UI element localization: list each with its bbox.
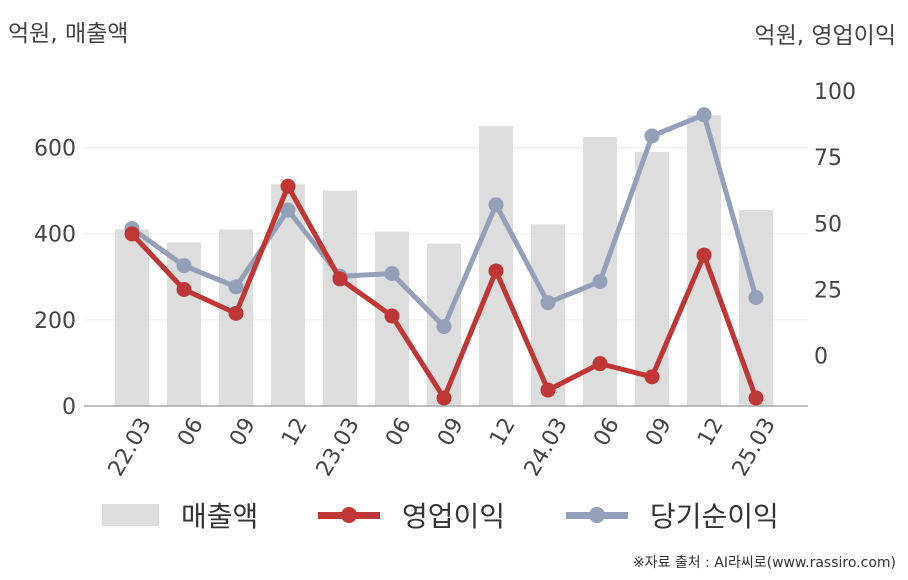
series-point bbox=[696, 107, 712, 123]
series-point bbox=[748, 390, 764, 406]
x-tick-label: 23.03 bbox=[312, 414, 365, 481]
right-tick-label: 0 bbox=[814, 345, 828, 370]
line-series bbox=[124, 107, 764, 406]
x-tick-label: 12 bbox=[693, 414, 729, 451]
series-point bbox=[332, 271, 348, 287]
series-point bbox=[280, 178, 296, 194]
bar-series bbox=[115, 115, 773, 407]
x-tick-label: 12 bbox=[485, 414, 521, 451]
series-point bbox=[384, 266, 400, 282]
x-tick-label: 06 bbox=[589, 414, 625, 451]
x-tick-label: 24.03 bbox=[520, 414, 573, 481]
left-tick-label: 0 bbox=[62, 395, 76, 420]
series-point bbox=[436, 390, 452, 406]
x-tick-label: 22.03 bbox=[104, 414, 157, 481]
revenue-bar bbox=[531, 224, 565, 406]
legend-item-net-income: 당기순이익 bbox=[566, 490, 779, 540]
right-axis-ticks: 0 25 50 75 100 bbox=[814, 80, 856, 370]
source-credit: ※자료 출처 : AI라씨로(www.rassiro.com) bbox=[632, 555, 896, 571]
series-point bbox=[384, 308, 400, 324]
legend-item-revenue: 매출액 bbox=[102, 490, 258, 540]
legend-bar-swatch bbox=[102, 504, 159, 526]
series-point bbox=[228, 305, 244, 321]
series-point bbox=[644, 128, 660, 144]
series-point bbox=[488, 263, 504, 279]
x-tick-label: 09 bbox=[433, 414, 469, 451]
right-axis-unit: 억원, 영업이익 bbox=[754, 23, 896, 49]
legend-label-net-income: 당기순이익 bbox=[650, 500, 779, 533]
series-point bbox=[540, 295, 556, 311]
series-point bbox=[176, 258, 192, 274]
series-point bbox=[644, 369, 660, 385]
legend-line-swatch bbox=[566, 504, 628, 526]
right-tick-label: 100 bbox=[814, 80, 856, 105]
legend: 매출액 영업이익 당기순이익 bbox=[0, 490, 908, 540]
left-axis-ticks: 0 200 400 600 bbox=[34, 137, 76, 420]
legend-item-operating-profit: 영업이익 bbox=[318, 490, 505, 540]
x-tick-label: 25.03 bbox=[728, 414, 781, 481]
legend-label-operating-profit: 영업이익 bbox=[402, 500, 506, 533]
right-tick-label: 75 bbox=[814, 146, 842, 171]
series-point bbox=[280, 202, 296, 218]
series-point bbox=[696, 247, 712, 263]
x-tick-label: 09 bbox=[641, 414, 677, 451]
right-tick-label: 25 bbox=[814, 279, 842, 304]
left-axis-unit: 억원, 매출액 bbox=[8, 21, 129, 47]
left-tick-label: 200 bbox=[34, 309, 76, 334]
legend-line-swatch bbox=[318, 504, 380, 526]
left-tick-label: 400 bbox=[34, 223, 76, 248]
series-point bbox=[592, 356, 608, 372]
series-point bbox=[592, 274, 608, 290]
x-tick-label: 06 bbox=[381, 414, 417, 451]
legend-label-revenue: 매출액 bbox=[181, 500, 259, 533]
series-point bbox=[540, 382, 556, 398]
x-tick-label: 06 bbox=[173, 414, 209, 451]
revenue-bar bbox=[115, 229, 149, 406]
series-point bbox=[488, 197, 504, 213]
x-tick-label: 12 bbox=[277, 414, 313, 451]
series-point bbox=[748, 289, 764, 305]
series-point bbox=[228, 279, 244, 295]
series-point bbox=[436, 319, 452, 335]
left-tick-label: 600 bbox=[34, 137, 76, 162]
revenue-bar bbox=[323, 190, 357, 406]
series-point bbox=[124, 226, 140, 242]
x-tick-label: 09 bbox=[225, 414, 261, 451]
series-point bbox=[176, 282, 192, 298]
revenue-bar bbox=[739, 210, 773, 406]
revenue-bar bbox=[635, 151, 669, 406]
right-tick-label: 50 bbox=[814, 212, 842, 237]
